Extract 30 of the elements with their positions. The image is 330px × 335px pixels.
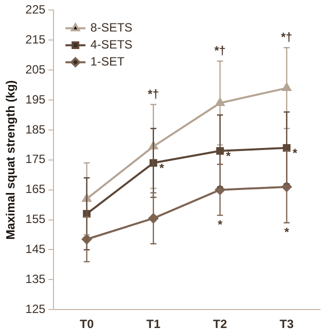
x-tick-label: T0 bbox=[80, 317, 94, 332]
legend-label: 1-SET bbox=[90, 54, 126, 69]
point bbox=[216, 147, 224, 155]
legend-label: 8-SETS bbox=[90, 20, 132, 35]
y-tick-label: 145 bbox=[25, 242, 46, 256]
x-tick-label: T1 bbox=[146, 317, 161, 332]
annotation: *† bbox=[214, 43, 226, 58]
y-tick-label: 135 bbox=[25, 272, 46, 286]
y-tick-label: 205 bbox=[25, 62, 46, 76]
point bbox=[148, 213, 158, 224]
y-tick-label: 155 bbox=[25, 212, 46, 226]
annotation: *† bbox=[148, 86, 160, 101]
annotation: * bbox=[218, 218, 223, 232]
y-tick-label: 225 bbox=[25, 2, 46, 17]
annotation: * bbox=[159, 161, 164, 176]
y-tick-label: 195 bbox=[25, 92, 46, 106]
annotation: * bbox=[292, 146, 298, 160]
y-tick-label: 185 bbox=[25, 122, 46, 136]
y-tick-label: 215 bbox=[25, 32, 46, 46]
annotation: * bbox=[226, 149, 232, 164]
x-tick-label: T2 bbox=[213, 317, 228, 332]
annotation: * bbox=[284, 225, 290, 240]
annotation: *† bbox=[281, 30, 292, 44]
legend-label: 4-SETS bbox=[90, 38, 132, 52]
y-tick-label: 165 bbox=[25, 182, 46, 196]
y-tick-label: 125 bbox=[25, 302, 46, 316]
y-axis-title: Maximal squat strength (kg) bbox=[4, 80, 18, 240]
y-tick-label: 175 bbox=[25, 152, 46, 166]
point bbox=[216, 98, 224, 106]
x-tick-label: T3 bbox=[280, 317, 294, 332]
